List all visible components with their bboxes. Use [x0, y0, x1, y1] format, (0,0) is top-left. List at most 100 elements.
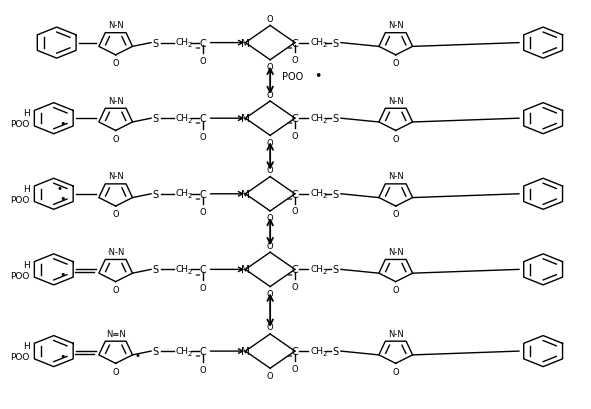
- Text: N-N: N-N: [388, 172, 404, 181]
- Text: M: M: [241, 38, 250, 49]
- Text: O: O: [112, 135, 119, 144]
- Text: S: S: [333, 189, 339, 199]
- Text: O: O: [392, 59, 399, 68]
- Text: H: H: [23, 260, 30, 269]
- Text: M: M: [241, 189, 250, 199]
- Text: O: O: [291, 132, 298, 141]
- Text: =: =: [194, 353, 200, 359]
- Text: POO: POO: [10, 196, 30, 204]
- Text: N-N: N-N: [108, 172, 124, 181]
- Text: 2: 2: [187, 42, 192, 48]
- Text: O: O: [291, 282, 298, 291]
- Text: CH: CH: [310, 189, 323, 198]
- Text: 2: 2: [322, 117, 326, 124]
- Text: =: =: [286, 353, 292, 359]
- Text: H: H: [23, 109, 30, 118]
- Text: 2: 2: [322, 350, 326, 356]
- Text: O: O: [112, 285, 119, 294]
- Text: O: O: [200, 283, 206, 292]
- Text: •: •: [57, 184, 63, 193]
- Text: C: C: [291, 114, 298, 124]
- Text: 2: 2: [187, 350, 192, 356]
- Text: H: H: [23, 342, 30, 351]
- Text: POO: POO: [10, 120, 30, 129]
- Text: S: S: [333, 346, 339, 356]
- Text: C: C: [200, 38, 206, 49]
- Text: O: O: [291, 364, 298, 373]
- Text: •: •: [314, 70, 322, 82]
- Text: C: C: [200, 346, 206, 356]
- Text: S: S: [333, 265, 339, 275]
- Text: N-N: N-N: [108, 21, 124, 30]
- Text: O: O: [267, 166, 274, 175]
- Text: S: S: [333, 38, 339, 49]
- Text: CH: CH: [310, 264, 323, 273]
- Text: N-N: N-N: [388, 329, 404, 338]
- Text: =: =: [286, 196, 292, 202]
- Text: O: O: [267, 241, 274, 250]
- Text: •: •: [59, 351, 66, 361]
- Text: =: =: [286, 120, 292, 126]
- Text: =: =: [286, 271, 292, 277]
- Text: •: •: [59, 118, 66, 128]
- Text: N≡N: N≡N: [106, 329, 125, 338]
- Text: 2: 2: [322, 193, 326, 199]
- Text: C: C: [291, 189, 298, 199]
- Text: 2: 2: [322, 268, 326, 274]
- Text: •: •: [59, 269, 66, 279]
- Text: O: O: [200, 57, 206, 66]
- Text: =: =: [194, 196, 200, 202]
- Text: C: C: [200, 189, 206, 199]
- Text: C: C: [200, 114, 206, 124]
- Text: O: O: [112, 59, 119, 68]
- Text: S: S: [152, 265, 159, 275]
- Text: CH: CH: [310, 114, 323, 123]
- Text: ·N-N: ·N-N: [106, 247, 125, 256]
- Text: CH: CH: [176, 114, 189, 123]
- Text: 2: 2: [322, 42, 326, 48]
- Text: S: S: [333, 114, 339, 124]
- Text: CH: CH: [176, 38, 189, 47]
- Text: C: C: [200, 265, 206, 275]
- Text: N-N: N-N: [388, 97, 404, 106]
- Text: O: O: [267, 63, 274, 72]
- Text: O: O: [267, 323, 274, 332]
- Text: S: S: [152, 346, 159, 356]
- Text: CH: CH: [310, 346, 323, 355]
- Text: 2: 2: [187, 117, 192, 124]
- Text: C: C: [291, 346, 298, 356]
- Text: N-N: N-N: [388, 21, 404, 30]
- Text: =: =: [194, 120, 200, 126]
- Text: S: S: [152, 38, 159, 49]
- Text: CH: CH: [310, 38, 323, 47]
- Text: O: O: [392, 285, 399, 294]
- Text: S: S: [152, 189, 159, 199]
- Text: O: O: [291, 207, 298, 216]
- Text: POO: POO: [10, 353, 30, 362]
- Text: O: O: [200, 133, 206, 142]
- Text: POO: POO: [282, 72, 303, 82]
- Text: •: •: [59, 194, 66, 204]
- Text: O: O: [392, 135, 399, 144]
- Text: C: C: [291, 38, 298, 49]
- Text: CH: CH: [176, 189, 189, 198]
- Text: O: O: [267, 139, 274, 148]
- Text: O: O: [112, 210, 119, 219]
- Text: M: M: [241, 346, 250, 356]
- Text: O: O: [267, 289, 274, 298]
- Text: 2: 2: [187, 193, 192, 199]
- Text: O: O: [200, 208, 206, 217]
- Text: M: M: [241, 265, 250, 275]
- Text: =: =: [286, 45, 292, 51]
- Text: O: O: [267, 214, 274, 223]
- Text: H: H: [23, 184, 30, 193]
- Text: CH: CH: [176, 264, 189, 273]
- Text: N-N: N-N: [388, 247, 404, 256]
- Text: CH: CH: [176, 346, 189, 355]
- Text: O: O: [267, 15, 274, 24]
- Text: =: =: [194, 45, 200, 51]
- Text: N-N: N-N: [108, 97, 124, 106]
- Text: O: O: [392, 210, 399, 219]
- Text: O: O: [291, 56, 298, 65]
- Text: O: O: [267, 90, 274, 99]
